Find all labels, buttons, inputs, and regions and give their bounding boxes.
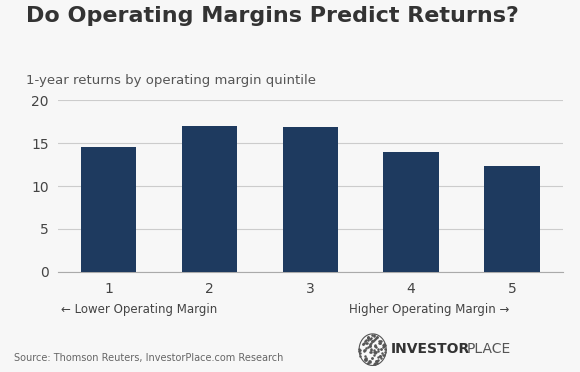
Bar	[182, 126, 237, 272]
Text: 1-year returns by operating margin quintile: 1-year returns by operating margin quint…	[26, 74, 316, 87]
Text: ← Lower Operating Margin: ← Lower Operating Margin	[61, 303, 218, 316]
Bar	[81, 147, 136, 272]
Bar	[282, 127, 338, 272]
Text: INVESTOR: INVESTOR	[390, 342, 470, 356]
Bar	[484, 166, 539, 272]
Text: Do Operating Margins Predict Returns?: Do Operating Margins Predict Returns?	[26, 6, 519, 26]
Bar	[383, 152, 439, 272]
Text: Source: Thomson Reuters, InvestorPlace.com Research: Source: Thomson Reuters, InvestorPlace.c…	[14, 353, 284, 363]
Text: PLACE: PLACE	[467, 342, 511, 356]
Text: Higher Operating Margin →: Higher Operating Margin →	[349, 303, 509, 316]
